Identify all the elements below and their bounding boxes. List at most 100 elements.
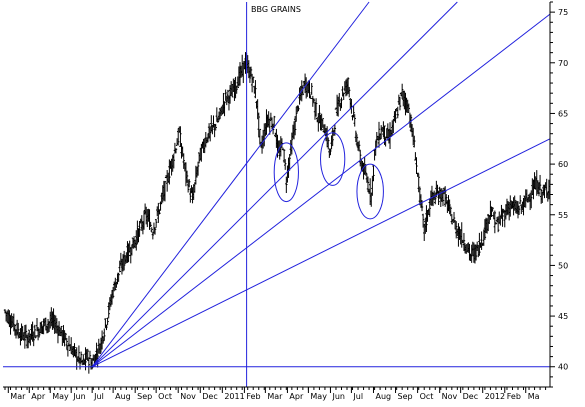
price-bar — [295, 106, 298, 122]
x-tick-label: 2011 — [224, 392, 244, 401]
price-bar — [153, 227, 157, 235]
x-tick-label: Aug — [375, 392, 391, 401]
price-bar — [196, 161, 200, 176]
price-bar — [122, 250, 126, 271]
x-tick-label: Ma — [528, 392, 540, 401]
price-bar — [258, 128, 262, 145]
price-bar — [493, 210, 497, 234]
price-bar — [455, 221, 458, 239]
x-tick-label: May — [52, 392, 69, 401]
price-bar — [158, 209, 161, 215]
price-bar — [288, 153, 291, 171]
price-bar — [135, 230, 138, 251]
fan-trend-line — [91, 138, 551, 368]
price-bar — [301, 85, 305, 96]
price-bar — [163, 180, 167, 202]
price-bar — [252, 76, 255, 84]
price-bar — [538, 174, 542, 191]
price-bar — [338, 93, 341, 107]
price-bar — [346, 77, 350, 94]
price-bar — [168, 159, 171, 185]
price-bar — [138, 220, 141, 237]
price-bar — [437, 190, 440, 205]
price-bar — [226, 89, 230, 102]
x-tick-label: Jun — [331, 392, 345, 401]
price-bar — [435, 180, 438, 198]
x-tick-label: Apr — [289, 392, 304, 401]
price-bar — [107, 302, 110, 319]
price-bar — [79, 351, 83, 363]
x-tick-label: Oct — [420, 392, 434, 401]
price-bar — [539, 188, 543, 204]
y-tick-label: 50 — [558, 261, 568, 270]
price-bar — [321, 118, 324, 128]
price-bar — [543, 184, 546, 199]
price-bar — [478, 232, 481, 256]
price-bar — [32, 331, 35, 347]
price-bar — [314, 98, 318, 117]
price-bar — [342, 92, 345, 101]
price-bar — [117, 272, 120, 282]
price-bar — [490, 206, 493, 217]
price-bar — [217, 111, 221, 121]
x-tick-label: Mar — [267, 392, 283, 401]
price-bar — [150, 227, 153, 233]
price-bar — [8, 310, 11, 328]
x-tick-label: Jun — [72, 392, 86, 401]
price-bar — [88, 350, 92, 360]
y-tick-label: 70 — [558, 59, 568, 68]
price-bar — [312, 98, 316, 104]
price-bar — [413, 135, 416, 148]
price-bar — [185, 170, 189, 183]
price-bar — [209, 126, 212, 142]
price-bar — [172, 153, 175, 169]
price-bar — [118, 260, 121, 273]
price-bar — [249, 66, 253, 77]
x-tick-label: Dec — [202, 392, 217, 401]
price-bar — [149, 221, 152, 228]
price-bar — [65, 337, 68, 350]
price-bar — [189, 188, 192, 203]
price-bar — [248, 66, 252, 83]
y-tick-label: 65 — [558, 109, 568, 118]
price-bar — [310, 83, 313, 95]
price-bar — [462, 232, 466, 251]
x-tick-label: Feb — [507, 392, 521, 401]
x-tick-label: Aug — [115, 392, 131, 401]
x-tick-label: Sep — [398, 392, 413, 401]
price-bar — [491, 207, 494, 212]
price-bar — [372, 164, 375, 182]
price-bar — [77, 345, 81, 364]
price-bar — [357, 140, 361, 152]
price-bar — [353, 114, 356, 127]
y-tick-label: 45 — [558, 312, 568, 321]
x-tick-label: Nov — [442, 392, 458, 401]
price-bar — [24, 324, 28, 339]
price-bar — [308, 80, 311, 99]
price-bar — [151, 232, 155, 240]
price-bar — [377, 121, 381, 148]
x-tick-label: Nov — [180, 392, 196, 401]
price-bar — [224, 89, 227, 101]
highlight-ellipse — [320, 132, 346, 186]
price-bar — [398, 97, 402, 111]
price-bar — [257, 112, 260, 138]
price-bar — [179, 126, 182, 148]
price-bar — [105, 324, 108, 331]
price-bar — [421, 213, 425, 228]
price-bar — [434, 192, 437, 205]
price-bar — [103, 328, 106, 341]
price-bar — [231, 84, 234, 98]
price-bar — [86, 348, 89, 362]
price-bar — [106, 317, 109, 326]
x-tick-label: Sep — [137, 392, 152, 401]
price-bar — [222, 92, 225, 114]
fan-trend-line — [91, 1, 370, 368]
price-bar — [450, 214, 454, 225]
price-bar — [430, 185, 434, 206]
price-bar — [400, 83, 404, 100]
price-bar — [517, 205, 521, 215]
price-bar — [333, 124, 337, 136]
price-bar — [111, 286, 115, 299]
price-bar — [329, 148, 332, 156]
